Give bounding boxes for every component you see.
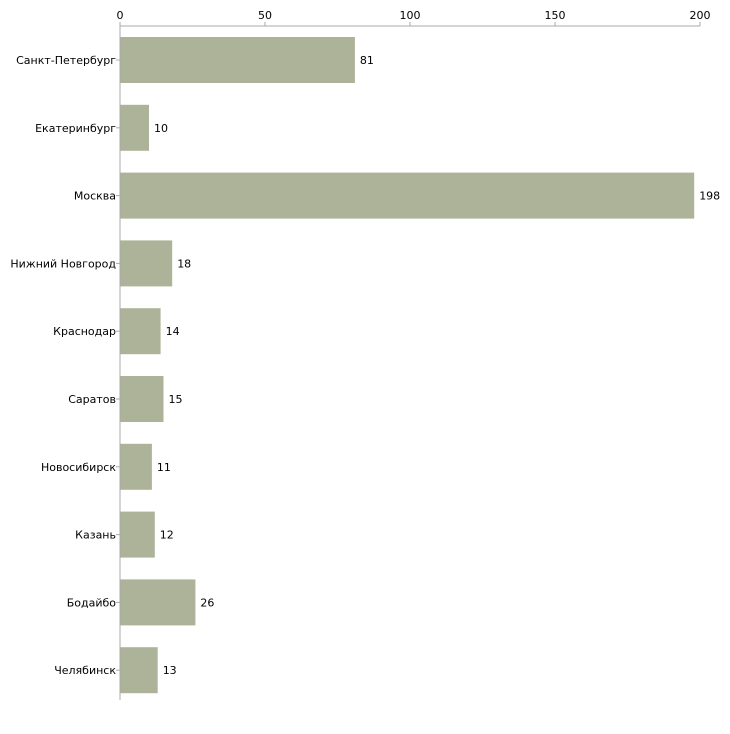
category-label: Санкт-Петербург [16, 54, 116, 67]
x-tick-label: 200 [690, 9, 711, 22]
value-label: 15 [169, 393, 183, 406]
category-label: Новосибирск [41, 461, 116, 474]
category-label: Нижний Новгород [10, 257, 116, 270]
category-label: Краснодар [53, 325, 116, 338]
category-label: Москва [74, 190, 116, 203]
value-label: 18 [177, 257, 191, 270]
value-label: 11 [157, 461, 171, 474]
bars-layer [120, 37, 695, 694]
category-label: Екатеринбург [35, 122, 116, 135]
bar [120, 511, 155, 558]
category-label: Бодайбо [67, 596, 117, 609]
axis-layer [116, 22, 701, 700]
value-label: 26 [200, 596, 214, 609]
value-label: 14 [166, 325, 180, 338]
value-label: 198 [699, 190, 720, 203]
bar [120, 647, 158, 694]
category-label: Казань [75, 529, 116, 542]
bar [120, 308, 161, 355]
value-label: 13 [163, 664, 177, 677]
x-tick-label: 50 [258, 9, 272, 22]
bar [120, 579, 196, 626]
category-label: Саратов [68, 393, 116, 406]
bar [120, 37, 355, 83]
bar [120, 443, 152, 490]
x-tick-label: 100 [400, 9, 421, 22]
labels-layer: 0 50 100 150 200 Санкт-Петербург 81 Екатеринбур… [10, 9, 720, 677]
value-label: 81 [360, 54, 374, 67]
value-label: 12 [160, 529, 174, 542]
bar [120, 104, 149, 151]
x-tick-label: 150 [545, 9, 566, 22]
bar [120, 240, 173, 287]
bar [120, 172, 695, 219]
x-tick-label: 0 [117, 9, 124, 22]
bar [120, 376, 164, 422]
category-label: Челябинск [54, 664, 116, 677]
value-label: 10 [154, 122, 168, 135]
